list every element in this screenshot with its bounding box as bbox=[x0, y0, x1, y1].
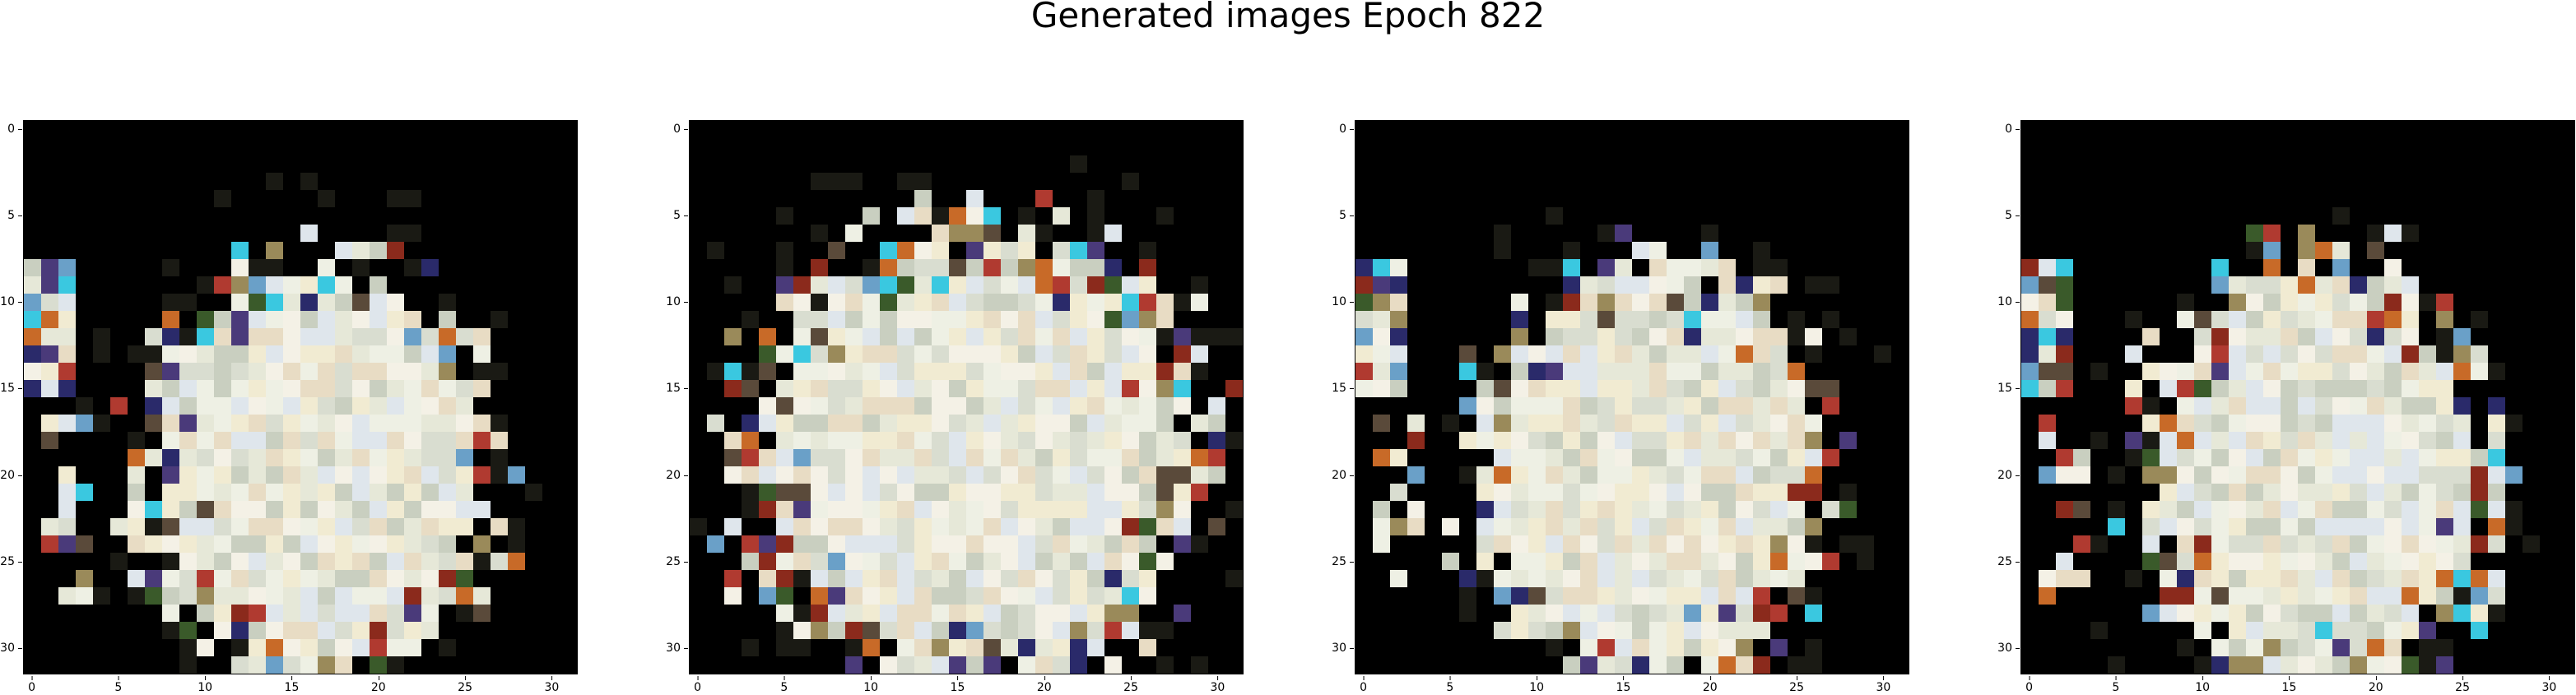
image-panel: 0 5 10 15 20 25 30 0 5 10 15 20 25 30 bbox=[1332, 120, 1909, 694]
y-tick-label: 0 bbox=[2005, 122, 2020, 136]
y-tick-label: 5 bbox=[673, 208, 688, 222]
x-tick-label: 10 bbox=[1529, 676, 1545, 694]
x-tick-label: 5 bbox=[1446, 676, 1454, 694]
y-tick-label: 20 bbox=[0, 468, 22, 482]
x-tick-label: 25 bbox=[1789, 676, 1805, 694]
y-tick-label: 20 bbox=[1997, 468, 2020, 482]
y-tick-label: 10 bbox=[0, 295, 22, 309]
x-tick-label: 10 bbox=[863, 676, 879, 694]
y-tick-label: 20 bbox=[1332, 468, 1354, 482]
pixel-canvas bbox=[690, 121, 1243, 674]
y-tick-label: 0 bbox=[673, 122, 688, 136]
y-tick-label: 25 bbox=[0, 555, 22, 569]
x-tick-label: 15 bbox=[2281, 676, 2297, 694]
y-tick-label: 0 bbox=[7, 122, 22, 136]
x-tick-label: 20 bbox=[1702, 676, 1718, 694]
x-tick-label: 30 bbox=[1210, 676, 1225, 694]
x-tick-label: 0 bbox=[2025, 676, 2033, 694]
generated-image-2 bbox=[689, 120, 1244, 674]
x-tick-label: 5 bbox=[780, 676, 788, 694]
y-tick-label: 5 bbox=[2005, 208, 2020, 222]
x-tick-label: 10 bbox=[2195, 676, 2211, 694]
y-tick-label: 30 bbox=[1997, 642, 2020, 656]
y-tick-label: 15 bbox=[666, 382, 688, 396]
y-tick-label: 15 bbox=[0, 382, 22, 396]
x-tick-label: 0 bbox=[28, 676, 35, 694]
x-tick-label: 25 bbox=[2455, 676, 2471, 694]
y-tick-label: 15 bbox=[1332, 382, 1354, 396]
y-tick-label: 20 bbox=[666, 468, 688, 482]
x-tick-label: 0 bbox=[694, 676, 701, 694]
image-panel: 0 5 10 15 20 25 30 0 5 10 15 20 25 30 bbox=[666, 120, 1244, 694]
y-tick-label: 30 bbox=[0, 642, 22, 656]
y-tick-label: 30 bbox=[666, 642, 688, 656]
y-tick-label: 10 bbox=[666, 295, 688, 309]
image-panel: 0 5 10 15 20 25 30 0 5 10 15 20 25 30 bbox=[0, 120, 578, 694]
generated-image-4 bbox=[2020, 120, 2575, 674]
pixel-canvas bbox=[1355, 121, 1909, 674]
x-tick-label: 30 bbox=[1876, 676, 1891, 694]
generated-image-3 bbox=[1355, 120, 1909, 674]
x-tick-label: 5 bbox=[2112, 676, 2120, 694]
x-tick-label: 15 bbox=[950, 676, 965, 694]
x-tick-label: 25 bbox=[458, 676, 473, 694]
y-tick-label: 25 bbox=[666, 555, 688, 569]
x-tick-label: 20 bbox=[370, 676, 386, 694]
y-tick-label: 0 bbox=[1339, 122, 1354, 136]
figure-title: Generated images Epoch 822 bbox=[1030, 0, 1546, 35]
x-tick-label: 25 bbox=[1123, 676, 1139, 694]
x-tick-label: 5 bbox=[114, 676, 123, 694]
y-tick-label: 10 bbox=[1332, 295, 1354, 309]
y-tick-label: 30 bbox=[1332, 642, 1354, 656]
x-tick-label: 0 bbox=[1360, 676, 1367, 694]
y-tick-label: 15 bbox=[1997, 382, 2020, 396]
y-tick-label: 5 bbox=[1339, 208, 1354, 222]
y-tick-label: 10 bbox=[1997, 295, 2020, 309]
x-tick-label: 20 bbox=[2368, 676, 2383, 694]
x-tick-label: 15 bbox=[284, 676, 300, 694]
x-tick-label: 30 bbox=[2541, 676, 2557, 694]
x-tick-label: 15 bbox=[1616, 676, 1631, 694]
generated-image-1 bbox=[23, 120, 578, 674]
y-tick-label: 25 bbox=[1332, 555, 1354, 569]
pixel-canvas bbox=[2021, 121, 2574, 674]
x-tick-label: 30 bbox=[544, 676, 560, 694]
pixel-canvas bbox=[24, 121, 577, 674]
y-tick-label: 25 bbox=[1997, 555, 2020, 569]
x-tick-label: 10 bbox=[198, 676, 213, 694]
image-panel: 0 5 10 15 20 25 30 0 5 10 15 20 25 30 bbox=[1997, 120, 2575, 694]
x-tick-label: 20 bbox=[1036, 676, 1052, 694]
y-tick-label: 5 bbox=[7, 208, 22, 222]
